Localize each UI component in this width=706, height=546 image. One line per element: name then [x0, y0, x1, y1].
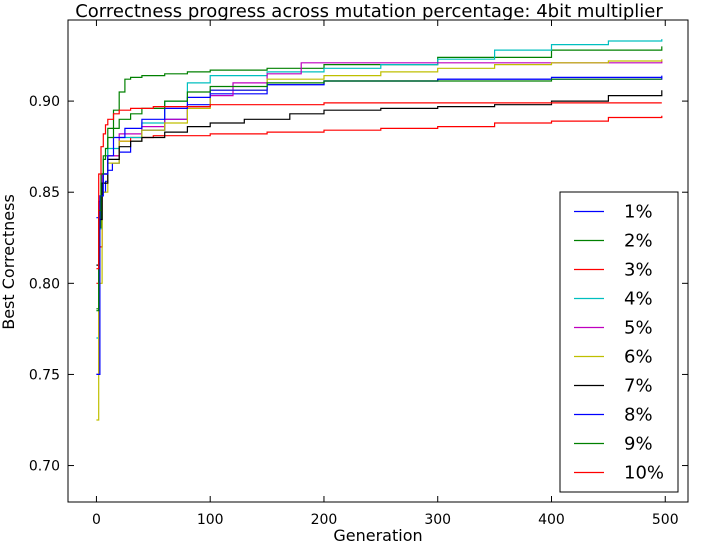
x-axis-label: Generation	[333, 526, 422, 545]
legend-label-4: 4%	[624, 289, 653, 310]
legend: 1% 2% 3% 4% 5% 6% 7% 8% 9% 10%	[559, 191, 679, 493]
legend-label-1: 1%	[624, 202, 653, 223]
chart-title: Correctness progress across mutation per…	[75, 1, 663, 22]
x-tick-label: 500	[652, 512, 679, 528]
legend-label-7: 7%	[624, 376, 653, 397]
x-tick-label: 100	[197, 512, 224, 528]
series-line-9	[96, 78, 662, 312]
legend-label-8: 8%	[624, 405, 653, 426]
x-tick-label: 400	[538, 512, 565, 528]
legend-box	[559, 191, 679, 493]
legend-label-5: 5%	[624, 318, 653, 339]
legend-label-9: 9%	[624, 434, 653, 455]
x-tick-label: 0	[92, 512, 101, 528]
y-tick-label: 0.75	[29, 367, 60, 383]
axes: 0 100 200 300 400 500 0.70 0.75 0.80 0.85 0.90	[29, 20, 688, 528]
y-tick-label: 0.70	[29, 459, 60, 475]
plot-area	[96, 39, 663, 421]
y-tick-label: 0.90	[29, 94, 60, 110]
legend-label-3: 3%	[624, 260, 653, 281]
series-line-10	[96, 102, 662, 270]
plot-frame	[67, 19, 689, 503]
y-tick-label: 0.80	[29, 276, 60, 292]
legend-label-6: 6%	[624, 347, 653, 368]
y-tick-label: 0.85	[29, 185, 60, 201]
x-tick-label: 300	[424, 512, 451, 528]
x-tick-label: 200	[311, 512, 338, 528]
legend-label-2: 2%	[624, 231, 653, 252]
legend-label-10: 10%	[624, 463, 664, 484]
y-axis-label: Best Correctness	[0, 194, 18, 330]
